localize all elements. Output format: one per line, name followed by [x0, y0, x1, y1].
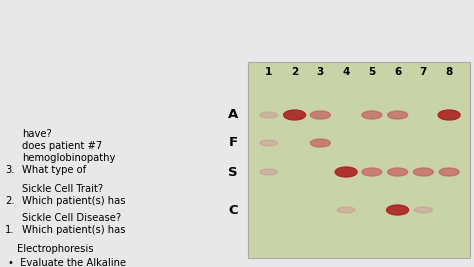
Ellipse shape	[310, 111, 330, 119]
Text: Which patient(s) has: Which patient(s) has	[22, 196, 126, 206]
Ellipse shape	[388, 111, 408, 119]
Text: •  Evaluate the Alkaline: • Evaluate the Alkaline	[8, 258, 126, 267]
Ellipse shape	[335, 167, 357, 177]
Text: does patient #7: does patient #7	[22, 141, 102, 151]
Ellipse shape	[387, 205, 409, 215]
Text: 2: 2	[291, 67, 298, 77]
Text: S: S	[228, 166, 238, 179]
Text: 5: 5	[368, 67, 375, 77]
Ellipse shape	[283, 110, 306, 120]
Ellipse shape	[362, 168, 382, 176]
Ellipse shape	[438, 110, 460, 120]
Text: 3.: 3.	[5, 165, 15, 175]
Text: Sickle Cell Disease?: Sickle Cell Disease?	[22, 213, 121, 223]
Bar	[248, 62, 470, 258]
Text: 8: 8	[446, 67, 453, 77]
Text: Sickle Cell Trait?: Sickle Cell Trait?	[22, 184, 103, 194]
Ellipse shape	[413, 168, 433, 176]
Ellipse shape	[414, 207, 432, 213]
Ellipse shape	[337, 207, 355, 213]
Text: What type of: What type of	[22, 165, 86, 175]
Text: Which patient(s) has: Which patient(s) has	[22, 225, 126, 235]
Text: hemoglobinopathy: hemoglobinopathy	[22, 153, 115, 163]
Text: have?: have?	[22, 129, 52, 139]
Text: 6: 6	[394, 67, 401, 77]
Ellipse shape	[260, 140, 278, 146]
Ellipse shape	[260, 112, 278, 118]
Ellipse shape	[439, 168, 459, 176]
Text: 4: 4	[342, 67, 350, 77]
Text: C: C	[228, 203, 238, 217]
Ellipse shape	[260, 169, 278, 175]
Text: 2.: 2.	[5, 196, 15, 206]
Ellipse shape	[388, 168, 408, 176]
Text: Electrophoresis: Electrophoresis	[17, 244, 93, 254]
Ellipse shape	[362, 111, 382, 119]
Text: F: F	[229, 136, 238, 150]
Text: 7: 7	[419, 67, 427, 77]
Text: 1.: 1.	[5, 225, 15, 235]
Text: A: A	[228, 108, 238, 121]
Ellipse shape	[310, 139, 330, 147]
Text: 3: 3	[317, 67, 324, 77]
Text: 1: 1	[265, 67, 273, 77]
